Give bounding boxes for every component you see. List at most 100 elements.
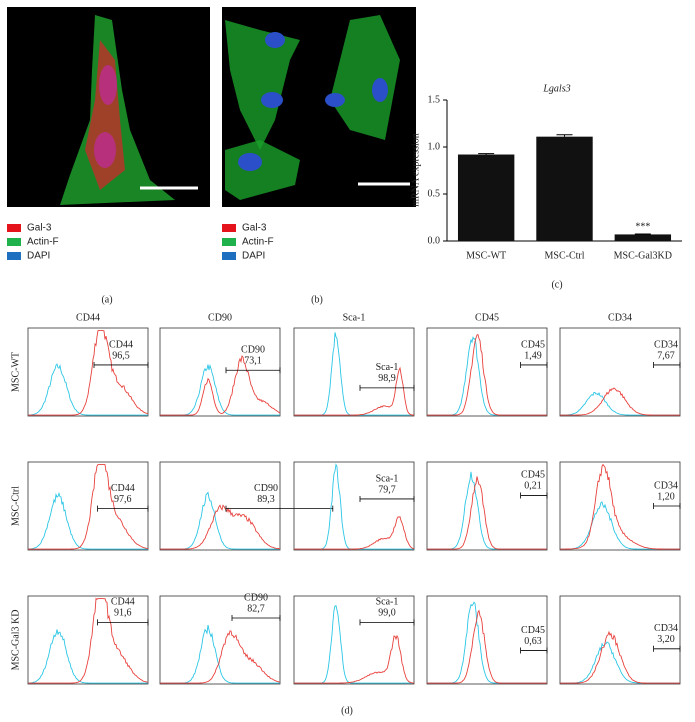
histogram-frame <box>159 595 281 685</box>
row-label: MSC-WT <box>10 352 21 392</box>
gate <box>653 503 681 509</box>
bar <box>536 136 593 241</box>
gate <box>225 367 281 374</box>
marker-histogram <box>28 464 149 550</box>
error-bar <box>478 153 495 155</box>
gate-name: CD44 <box>111 597 135 608</box>
gate-name: CD34 <box>654 339 678 350</box>
panel-label: (c) <box>551 279 562 290</box>
panel-label: (b) <box>311 294 323 305</box>
legend-swatch <box>7 238 21 246</box>
histogram-frame <box>293 595 415 685</box>
marker-histogram <box>294 516 415 550</box>
x-tick-label: MSC-Gal3KD <box>614 250 672 261</box>
gate-name: Sca-1 <box>376 473 399 484</box>
gate-value: 97,6 <box>114 494 132 505</box>
x-tick-label: MSC-Ctrl <box>544 250 584 261</box>
gate <box>520 647 548 654</box>
gate-name: CD34 <box>654 623 678 634</box>
histogram-frame <box>426 461 548 551</box>
marker-histogram <box>560 463 680 550</box>
marker-histogram <box>294 634 415 684</box>
legend-swatch <box>222 224 236 232</box>
control-histogram <box>560 501 680 550</box>
y-axis-label: mRNA expression <box>410 133 421 207</box>
row-label: MSC-Ctrl <box>10 486 21 526</box>
gate <box>520 492 548 499</box>
gate-value: 0,21 <box>524 481 542 492</box>
gate <box>97 619 149 626</box>
legend-swatch <box>7 252 21 260</box>
gate-value: 91,6 <box>114 608 132 619</box>
y-tick-label: 1.0 <box>428 141 441 152</box>
control-histogram <box>28 363 148 416</box>
control-histogram <box>560 641 680 684</box>
control-histogram <box>28 491 148 550</box>
gate-name: CD45 <box>521 470 545 481</box>
gate-name: CD45 <box>521 339 545 350</box>
legend-label: DAPI <box>242 251 265 262</box>
histogram-frame <box>27 595 149 685</box>
gate <box>359 495 415 502</box>
gate <box>97 505 149 512</box>
marker-histogram <box>560 630 680 684</box>
gate-name: CD90 <box>241 345 265 356</box>
gate <box>520 361 548 368</box>
gate-value: 3,20 <box>657 634 675 645</box>
legend-label: Gal-3 <box>242 223 267 234</box>
bar <box>457 154 515 241</box>
row-label: MSC-Gal3 KD <box>10 610 21 671</box>
legend-label: Actin-F <box>27 237 59 248</box>
marker-histogram <box>427 476 547 550</box>
histogram-frame <box>426 595 548 685</box>
legend-swatch <box>222 238 236 246</box>
micrograph-a <box>7 7 210 207</box>
marker-histogram <box>28 330 149 416</box>
column-header: CD90 <box>208 312 232 323</box>
gate-value: 7,67 <box>657 350 675 361</box>
gate <box>231 615 281 621</box>
x-tick-label: MSC-WT <box>466 250 506 261</box>
gate-value: 1,20 <box>657 491 675 502</box>
control-histogram <box>294 605 414 684</box>
marker-histogram <box>28 597 149 684</box>
histogram-frame <box>27 327 149 417</box>
gate-value: 1,49 <box>524 350 542 361</box>
gate <box>225 505 334 512</box>
gate <box>359 619 415 626</box>
gate <box>653 645 681 652</box>
column-header: Sca-1 <box>343 312 366 323</box>
histogram-frame <box>559 595 681 685</box>
gate <box>93 361 149 368</box>
control-histogram <box>560 391 680 416</box>
gate-value: 0,63 <box>524 636 542 647</box>
gate-name: CD44 <box>111 483 135 494</box>
gate-value: 89,3 <box>257 494 275 505</box>
chart-title: Lgals3 <box>542 83 570 94</box>
histogram-frame <box>293 461 415 551</box>
micrograph-b <box>222 7 416 207</box>
marker-histogram <box>294 366 414 416</box>
gate-name: Sca-1 <box>376 362 399 373</box>
legend-label: DAPI <box>27 251 50 262</box>
bar <box>614 234 672 241</box>
gate-value: 98,9 <box>378 373 396 384</box>
gate-name: CD44 <box>109 339 133 350</box>
gate-value: 99,0 <box>378 608 396 619</box>
legend-label: Gal-3 <box>27 223 52 234</box>
legend-label: Actin-F <box>242 237 274 248</box>
histogram-frame <box>159 461 281 551</box>
control-histogram <box>160 363 280 416</box>
gate <box>653 361 681 368</box>
marker-histogram <box>160 504 281 550</box>
histogram-frame <box>426 327 548 417</box>
gate-value: 79,7 <box>378 484 396 495</box>
panel-label: (a) <box>101 294 112 305</box>
marker-histogram <box>160 630 281 684</box>
error-bar <box>556 134 573 137</box>
column-header: CD45 <box>475 312 499 323</box>
column-header: CD34 <box>608 312 632 323</box>
annotation: *** <box>635 222 650 233</box>
legend-swatch <box>7 224 21 232</box>
